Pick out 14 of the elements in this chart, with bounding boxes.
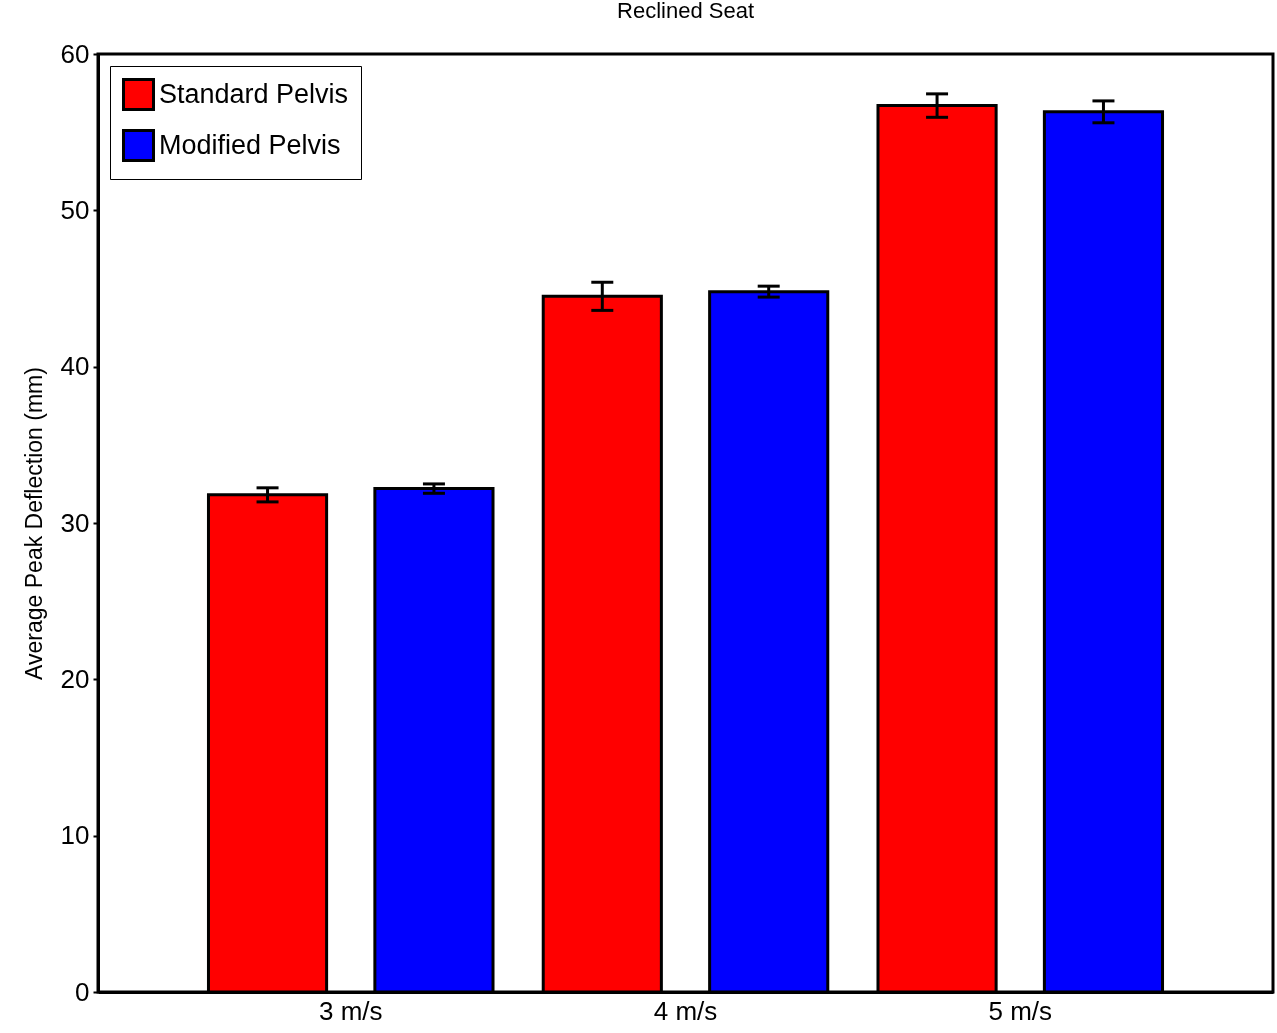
x-tick-label: 4 m/s [653, 995, 718, 1026]
legend-label: Standard Pelvis [159, 78, 349, 109]
y-tick-label: 20 [60, 663, 90, 694]
y-axis-title: Average Peak Deflection (mm) [20, 367, 47, 680]
legend-label: Modified Pelvis [159, 129, 341, 160]
chart-title: Reclined Seat [617, 0, 754, 23]
y-tick-label: 0 [75, 976, 90, 1007]
y-tick-label: 10 [60, 820, 90, 851]
x-tick-label: 3 m/s [318, 995, 383, 1026]
y-tick-label: 30 [60, 507, 90, 538]
y-tick-label: 40 [60, 351, 90, 382]
y-tick-label: 50 [60, 194, 90, 225]
x-tick-label: 5 m/s [988, 995, 1053, 1026]
y-tick-label: 60 [60, 38, 90, 69]
